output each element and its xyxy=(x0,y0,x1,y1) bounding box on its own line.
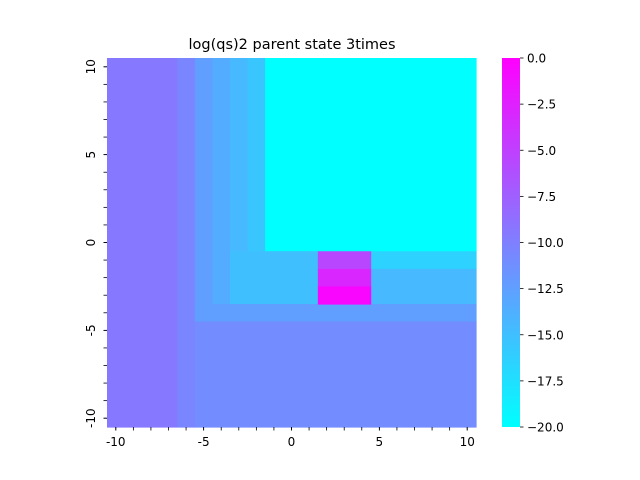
colorbar-tick-label: −17.5 xyxy=(527,374,564,388)
y-tick-label: -5 xyxy=(84,324,98,336)
heatmap-cells xyxy=(107,58,477,428)
heatmap-cell xyxy=(370,268,477,305)
colorbar-tick-label: −15.0 xyxy=(527,328,564,342)
heatmap-cell xyxy=(177,58,196,428)
colorbar-tick-label: −2.5 xyxy=(527,98,556,112)
heatmap-cell xyxy=(317,286,372,305)
colorbar-tick-label: −5.0 xyxy=(527,144,556,158)
heatmap-cell xyxy=(194,321,477,428)
colorbar xyxy=(502,58,520,427)
heatmap-cell xyxy=(194,304,477,323)
y-tick-label: 0 xyxy=(84,239,98,247)
heatmap-cell xyxy=(194,58,214,323)
y-tick-label: 10 xyxy=(84,59,98,74)
heatmap-cell xyxy=(107,58,178,428)
x-axis: -10 -5 0 5 10 xyxy=(106,427,475,449)
x-tick-label: 5 xyxy=(376,435,384,449)
colorbar-tick-label: −7.5 xyxy=(527,190,556,204)
x-tick-label: 0 xyxy=(288,435,296,449)
colorbar-tick-label: 0.0 xyxy=(527,52,546,66)
colorbar-tick-label: −12.5 xyxy=(527,282,564,296)
colorbar-axis: 0.0 −2.5 −5.0 −7.5 −10.0 −12.5 −15.0 −17.5 −20.0 xyxy=(520,52,564,435)
chart-title: log(qs)2 parent state 3times xyxy=(188,37,395,53)
colorbar-tick-label: −20.0 xyxy=(527,421,564,435)
heatmap-cell xyxy=(317,268,372,288)
x-tick-label: 10 xyxy=(460,435,475,449)
x-tick-label: -5 xyxy=(198,435,210,449)
y-axis: 10 5 0 -5 -10 xyxy=(84,59,107,428)
y-tick-label: -10 xyxy=(84,408,98,428)
heatmap-cell xyxy=(317,251,372,270)
heatmap-cell xyxy=(212,58,231,323)
heatmap-cell xyxy=(247,58,266,288)
y-tick-label: 5 xyxy=(84,151,98,159)
colorbar-tick-label: −10.0 xyxy=(527,236,564,250)
x-tick-label: -10 xyxy=(106,435,126,449)
heatmap-cell xyxy=(230,251,319,305)
heatmap-cell xyxy=(265,58,477,252)
heatmap-cell xyxy=(230,58,249,305)
